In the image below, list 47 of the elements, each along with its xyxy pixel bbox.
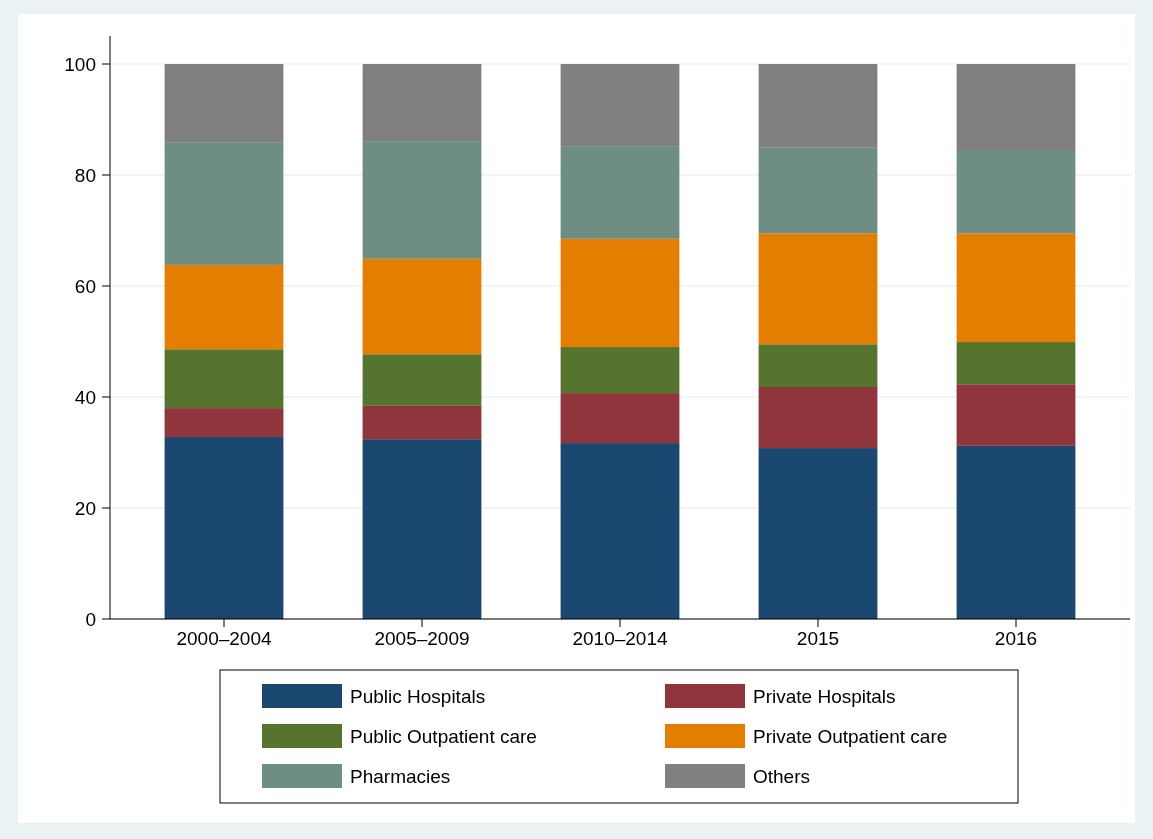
bar <box>956 64 1076 151</box>
bar <box>362 64 482 142</box>
bar <box>758 147 878 234</box>
y-tick-label: 0 <box>85 608 96 630</box>
bar <box>164 64 284 143</box>
legend-label: Others <box>753 765 811 787</box>
y-tick-label: 20 <box>74 497 96 519</box>
legend-label: Private Hospitals <box>753 685 896 707</box>
bar <box>956 445 1076 619</box>
bar <box>164 349 284 409</box>
bar <box>560 238 680 348</box>
bar <box>560 347 680 394</box>
bar <box>362 258 482 355</box>
bar <box>362 354 482 406</box>
bar <box>758 233 878 345</box>
legend-label: Private Outpatient care <box>753 725 948 747</box>
bar <box>560 146 680 239</box>
bar <box>560 393 680 444</box>
y-tick-label: 100 <box>64 53 96 75</box>
x-tick-label: 2000–2004 <box>176 628 272 649</box>
y-tick-label: 40 <box>74 386 96 408</box>
x-tick-label: 2005–2009 <box>374 628 470 649</box>
y-tick-label: 80 <box>74 164 96 186</box>
legend-label: Pharmacies <box>350 765 451 787</box>
bar <box>956 342 1076 385</box>
bar <box>758 344 878 388</box>
bar <box>560 443 680 619</box>
bar <box>164 264 284 350</box>
bar <box>164 436 284 619</box>
bar <box>758 448 878 619</box>
legend-label: Public Hospitals <box>350 685 486 707</box>
bar <box>362 141 482 259</box>
bar <box>362 439 482 619</box>
bar <box>956 150 1076 234</box>
x-tick-label: 2015 <box>796 628 840 649</box>
bar <box>758 64 878 148</box>
bar <box>560 64 680 147</box>
bar <box>362 405 482 440</box>
legend-label: Public Outpatient care <box>350 725 537 747</box>
x-tick-label: 2010–2014 <box>572 628 668 649</box>
bar <box>758 387 878 449</box>
bar <box>164 408 284 437</box>
bar <box>956 233 1076 343</box>
bar <box>164 142 284 265</box>
x-tick-label: 2016 <box>994 628 1038 649</box>
bar <box>956 384 1076 446</box>
y-tick-label: 60 <box>74 275 96 297</box>
